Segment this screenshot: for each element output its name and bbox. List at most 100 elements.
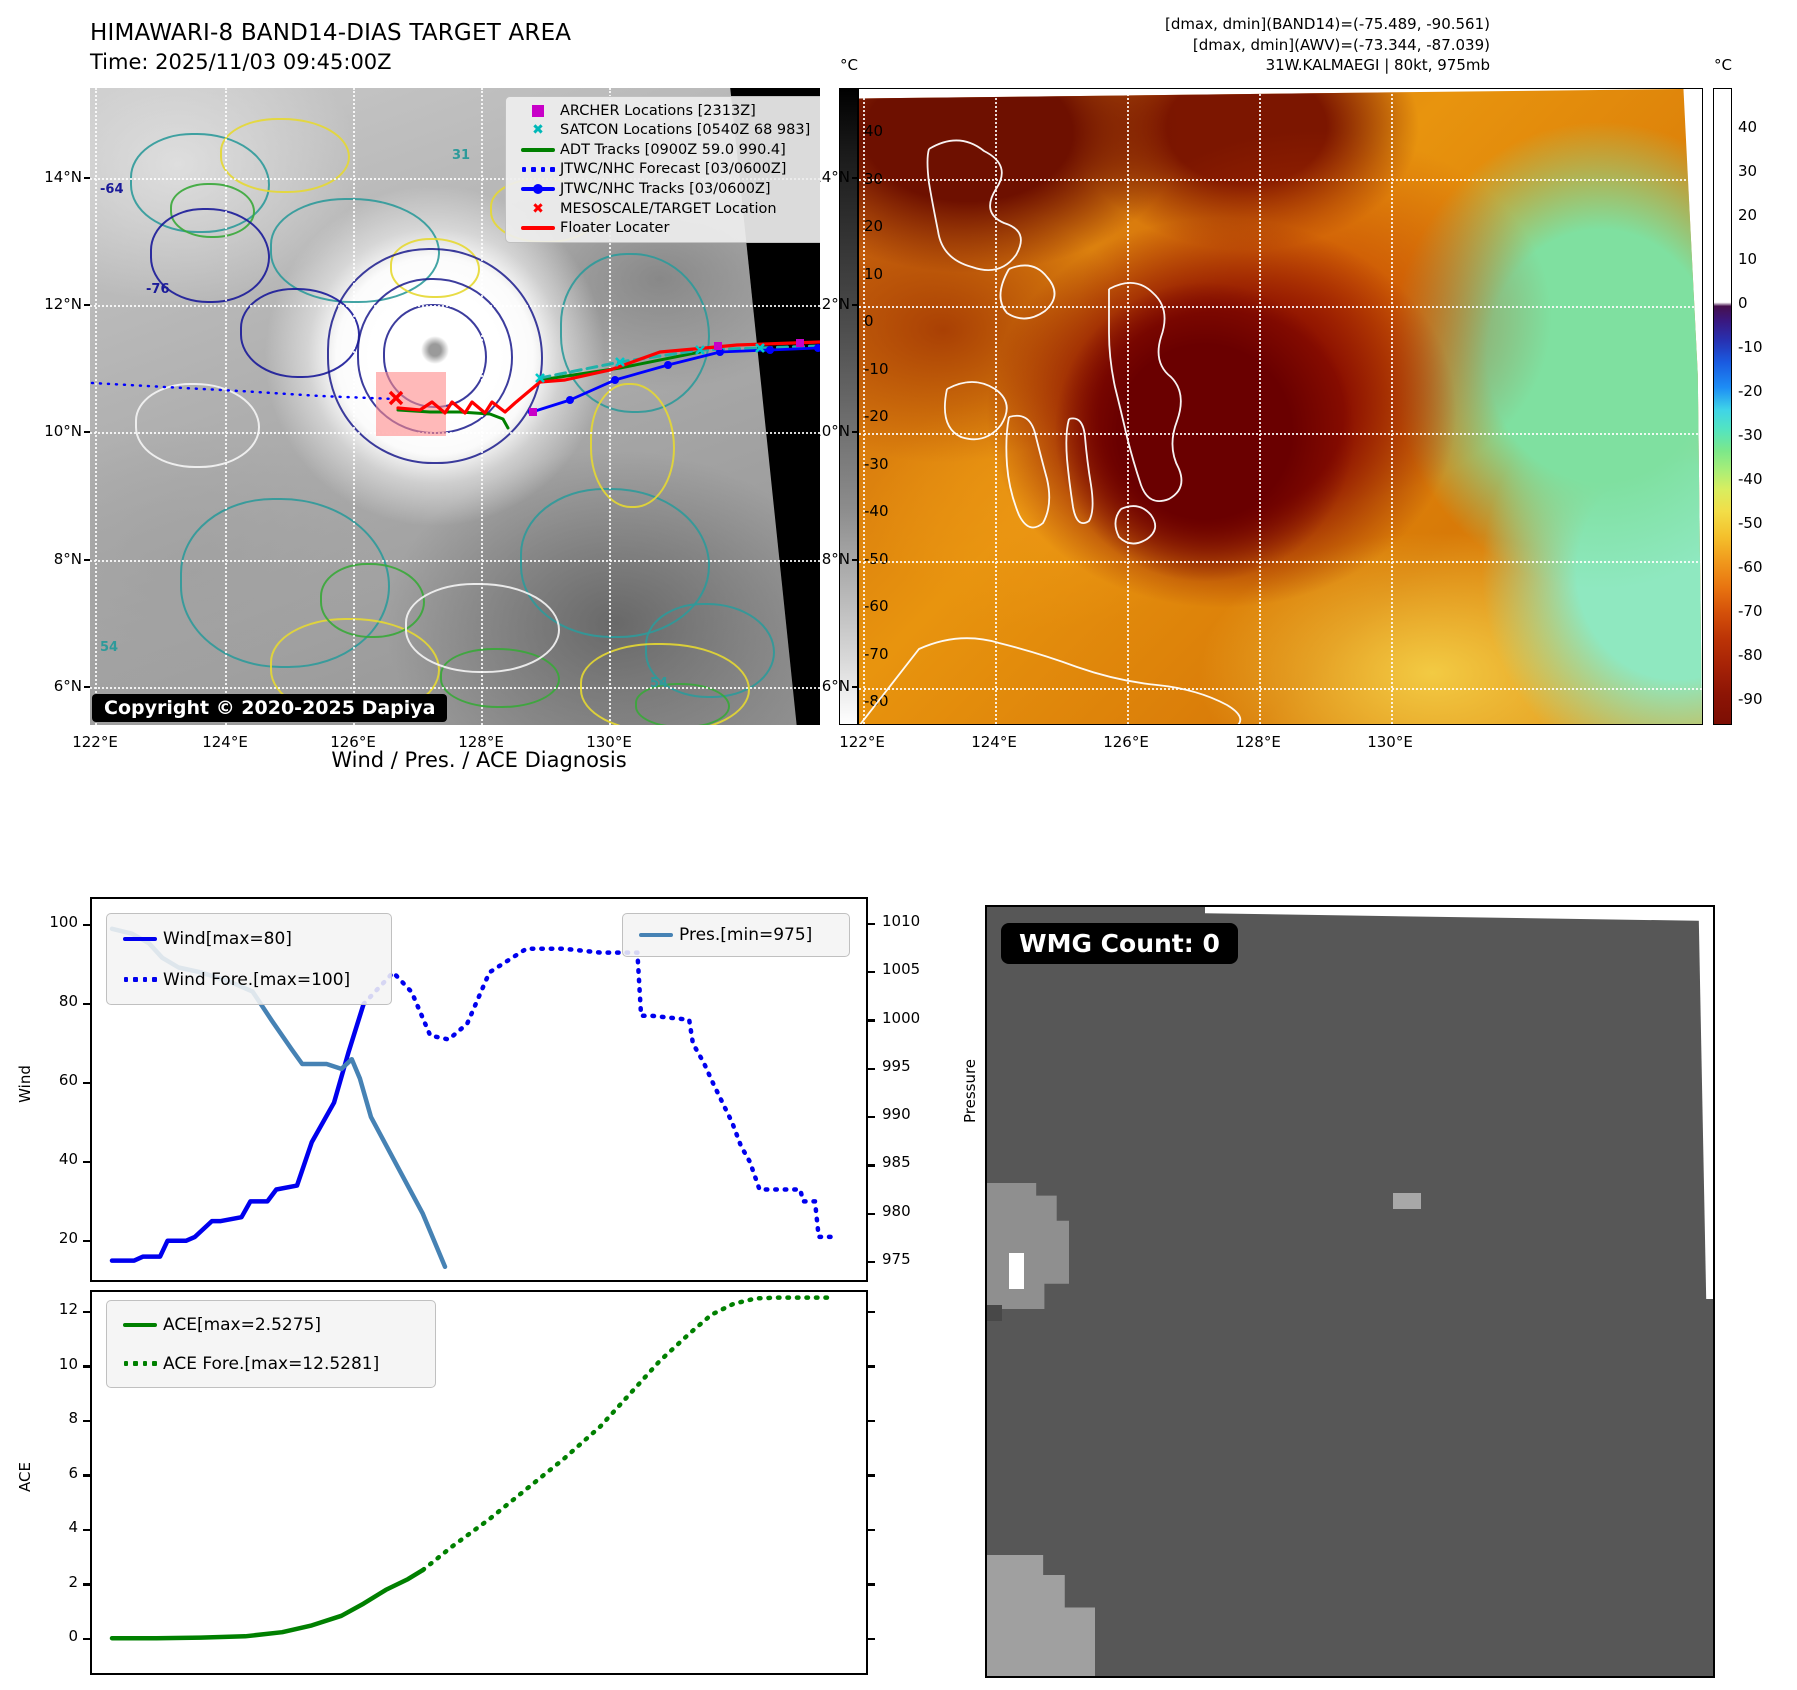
ace-ytick: 2 — [68, 1572, 78, 1591]
contour-blob — [150, 208, 270, 303]
dotted-marker-icon — [121, 1357, 159, 1371]
awv-lat-tick: 6°N — [821, 677, 850, 695]
coastline — [1108, 282, 1183, 503]
ace-legend-item: ACE[max=2.5275] — [117, 1313, 425, 1337]
wind-ytickmark — [83, 1160, 92, 1164]
dotted-marker-icon — [519, 162, 557, 176]
grid-line-h — [90, 560, 820, 562]
solid-marker-icon — [519, 143, 557, 157]
grid-line-v — [863, 89, 865, 724]
grid-line-h — [859, 433, 1702, 435]
contour-value-label: -76 — [146, 282, 170, 297]
awv-colorbar — [1713, 88, 1732, 725]
ace-ytick: 6 — [68, 1463, 78, 1482]
pressure-ytick: 1010 — [882, 912, 921, 930]
legend-marker — [117, 1318, 163, 1332]
band14-lon-tick: 126°E — [330, 733, 376, 751]
map-legend-item: JTWC/NHC Forecast [03/0600Z] — [516, 160, 820, 179]
square-marker-icon — [519, 104, 557, 118]
jtwc-track-point — [664, 361, 672, 369]
grid-line-h — [859, 688, 1702, 690]
grid-line-h — [90, 305, 820, 307]
awv-colorbar-tick: -30 — [1738, 426, 1763, 444]
awv-colorbar-tick: 20 — [1738, 206, 1758, 224]
awv-colorbar-tick: -40 — [1738, 470, 1763, 488]
contour-value-label: 54 — [650, 676, 669, 691]
wind-ytickmark — [83, 923, 92, 927]
awv-lat-tick: 8°N — [821, 550, 850, 568]
ace-ytickmark-right — [866, 1528, 875, 1532]
wmg-cluster-dark-cell — [987, 1305, 1002, 1321]
solid-marker-icon — [519, 221, 557, 235]
jtwc-track-point — [766, 346, 774, 354]
wind-ytick: 20 — [58, 1228, 78, 1247]
contour-blob — [220, 118, 350, 193]
map-legend-marker: ✖ — [516, 202, 560, 216]
solid-marker-icon — [637, 928, 675, 942]
grid-line-h — [859, 561, 1702, 563]
linedot-marker-icon — [519, 182, 557, 196]
wind-pressure-chart: Wind[max=80] Wind Fore.[max=100] Pres.[min… — [83, 897, 875, 1282]
coastline — [943, 381, 1008, 441]
grid-line-v — [1127, 89, 1129, 724]
pressure-ytick: 975 — [882, 1249, 911, 1268]
ace-ytickmark-right — [866, 1419, 875, 1423]
wmg-cluster-small — [1393, 1193, 1421, 1209]
wmg-swath-edge-right — [1698, 907, 1713, 1300]
ace-ytickmark — [83, 1310, 92, 1314]
awv-colorbar-tick: 30 — [1738, 162, 1758, 180]
wind-ytickmark — [83, 1002, 92, 1006]
contour-blob — [590, 383, 675, 508]
storm-contour-ring — [327, 248, 543, 464]
pressure-ytickmark — [866, 1115, 875, 1119]
band14-lat-tick: 8°N — [53, 550, 82, 568]
awv-colorbar-tick: 40 — [1738, 118, 1758, 136]
band14-colorbar-tick: 10 — [864, 264, 884, 283]
band14-colorbar-tick: -40 — [864, 502, 889, 520]
grid-line-v — [225, 88, 227, 725]
satcon-location-marker — [535, 373, 545, 383]
wmg-cluster-white-cell — [1009, 1253, 1024, 1289]
ace-ytickmark — [83, 1474, 92, 1477]
wmg-panel: WMG Count: 0 — [985, 905, 1715, 1678]
map-legend-label: ADT Tracks [0900Z 59.0 990.4] — [560, 141, 786, 158]
adt-track-a — [396, 408, 510, 430]
grid-line-v — [995, 89, 997, 724]
grid-line-h — [859, 306, 1702, 308]
band14-map: ARCHER Locations [2313Z] ✖ SATCON Location… — [90, 88, 820, 725]
pressure-ytick: 990 — [882, 1105, 911, 1124]
awv-lat-tickmark — [852, 686, 858, 688]
timestamp: Time: 2025/11/03 09:45:00Z — [90, 50, 392, 74]
band14-colorbar-tick: 30 — [864, 169, 884, 188]
ace-ytickmark-right — [866, 1583, 875, 1586]
awv-coastlines — [859, 139, 1242, 724]
map-legend-marker — [516, 104, 560, 118]
wind-legend-label: Wind[max=80] — [163, 928, 292, 949]
awv-lon-tick: 124°E — [971, 733, 1017, 751]
awv-lat-tickmark — [852, 431, 858, 433]
legend-marker — [117, 973, 163, 987]
ace-ytickmark-right — [866, 1637, 875, 1641]
band14-colorbar-tick: 0 — [864, 312, 874, 330]
ace-ytickmark — [83, 1583, 92, 1586]
band14-colorbar-unit: °C — [840, 56, 858, 74]
pressure-ytick: 995 — [882, 1056, 911, 1075]
jtwc-forecast-track — [90, 381, 397, 401]
awv-colorbar-tick: -60 — [1738, 558, 1763, 576]
pressure-ytick: 1000 — [882, 1008, 921, 1027]
dmax-band14: [dmax, dmin](BAND14)=(-75.489, -90.561) — [1165, 15, 1490, 33]
awv-lon-tick: 122°E — [839, 733, 885, 751]
wind-ytickmark — [83, 1239, 92, 1243]
map-legend-item: JTWC/NHC Tracks [03/0600Z] — [516, 180, 820, 199]
ace-ytick: 8 — [68, 1409, 78, 1427]
band14-colorbar-tick: -30 — [864, 454, 889, 473]
mesoscale-target-x — [388, 390, 404, 406]
ace-ytickmark-right — [866, 1310, 875, 1314]
band14-lat-tick: 10°N — [44, 422, 82, 440]
band14-contours-and-tracks — [90, 339, 820, 436]
pressure-ytickmark — [866, 1260, 875, 1264]
coastline — [1065, 417, 1094, 525]
awv-lat-tickmark — [852, 177, 858, 179]
ace-legend-label: ACE[max=2.5275] — [163, 1314, 321, 1335]
